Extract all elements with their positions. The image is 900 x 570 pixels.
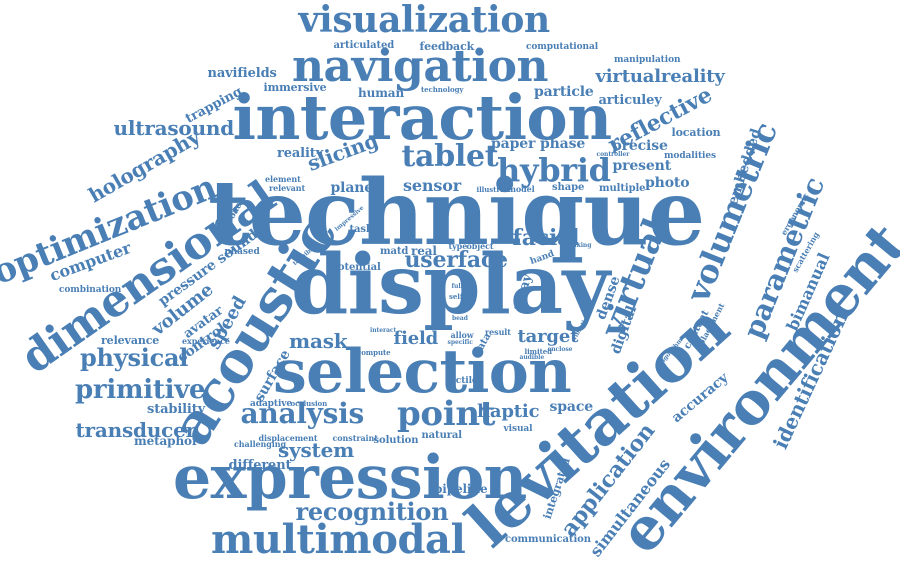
word-computational: computational <box>526 41 599 52</box>
word-navigation: navigation <box>292 41 549 92</box>
word-interaction: interaction <box>232 81 613 154</box>
word-location: location <box>671 125 721 139</box>
word-tactile: tactile <box>446 375 478 386</box>
word-multiple: multiple <box>599 183 646 194</box>
word-relevant: relevant <box>269 183 306 193</box>
word-visual: visual <box>503 423 533 434</box>
word-transducer: transducer <box>75 418 197 442</box>
word-full: full <box>451 283 463 290</box>
word-different: different <box>228 457 292 473</box>
word-shape: shape <box>552 182 585 193</box>
word-model: model <box>507 184 535 194</box>
word-result: result <box>485 327 511 337</box>
word-task: task <box>349 224 373 235</box>
word-target: target <box>517 326 579 347</box>
word-particle: particle <box>534 84 594 100</box>
word-visualization: visualization <box>298 0 551 41</box>
word-matd: matd <box>380 246 409 257</box>
word-real: real <box>411 244 437 258</box>
word-selection: selection <box>273 337 572 407</box>
word-phased: phased <box>224 246 260 257</box>
word-mask: mask <box>289 329 348 353</box>
word-manipulation: manipulation <box>614 54 681 65</box>
word-limited: limited <box>524 346 553 356</box>
word-stability: stability <box>147 401 206 417</box>
word-occlusion: occlusion <box>290 398 328 408</box>
word-controller: controller <box>596 151 630 158</box>
word-technique: technique <box>208 160 705 266</box>
word-modalities: modalities <box>664 150 716 161</box>
word-natural: natural <box>421 430 463 441</box>
word-recognition: recognition <box>295 497 449 526</box>
word-paper-phase: paper phase <box>491 136 586 152</box>
word-virtualreality: virtualreality <box>595 66 725 87</box>
word-immersive: immersive <box>263 80 327 94</box>
word-metaphor: metaphor <box>134 434 199 448</box>
word-haptic: haptic <box>477 401 540 422</box>
word-reality: reality <box>277 145 324 161</box>
word-enclose: enclose <box>547 346 573 353</box>
word-type: type <box>448 241 468 251</box>
word-interact: interact <box>370 327 397 334</box>
word-self: self <box>449 291 463 301</box>
word-facial: facial <box>512 225 580 251</box>
word-human: human <box>358 86 405 100</box>
word-pipeline: pipeline <box>434 482 488 496</box>
word-display: display <box>291 237 610 333</box>
word-primitive: primitive <box>75 375 206 405</box>
word-photo: photo <box>645 175 690 191</box>
word-hybrid: hybrid <box>497 151 611 189</box>
word-solution: solution <box>373 435 419 446</box>
word-articulated: articulated <box>333 40 395 51</box>
word-technology: technology <box>421 84 464 94</box>
word-articuley: articuley <box>598 92 662 108</box>
word-plane: plane <box>330 180 374 196</box>
word-audible: audible <box>519 354 545 361</box>
word-constraint: constraint <box>332 433 378 443</box>
word-expression: expression <box>173 443 527 513</box>
word-userface: userface <box>404 247 509 273</box>
word-bead: bead <box>452 315 468 322</box>
word-object: object <box>466 241 494 251</box>
word-adaptive: adaptive <box>250 398 293 409</box>
word-specific: specific <box>447 339 473 346</box>
word-communication: communication <box>505 534 591 545</box>
word-precise: precise <box>612 138 668 154</box>
word-displacement: displacement <box>258 433 318 443</box>
word-potential: potential <box>331 262 381 273</box>
word-space: space <box>549 399 594 415</box>
word-relevance: relevance <box>101 333 160 347</box>
word-experience: experience <box>182 336 230 346</box>
word-present: present <box>612 158 672 174</box>
word-making: making <box>566 242 592 249</box>
word-challenging: challenging <box>234 439 287 449</box>
word-element: element <box>265 174 301 184</box>
word-navifields: navifields <box>207 65 277 81</box>
word-point: point <box>397 394 496 434</box>
word-analysis: analysis <box>240 397 365 430</box>
word-compute: compute <box>357 347 391 357</box>
word-field: field <box>393 328 439 349</box>
word-system: system <box>278 438 355 462</box>
word-sensor: sensor <box>403 176 461 195</box>
word-illustrate: illustrate <box>476 184 513 194</box>
word-ultrasound: ultrasound <box>113 116 235 140</box>
word-tablet: tablet <box>401 139 499 174</box>
word-feedback: feedback <box>419 39 475 53</box>
word-allow: allow <box>450 330 474 340</box>
word-multimodal: multimodal <box>211 516 466 563</box>
word-physical: physical <box>80 343 189 372</box>
word-combination: combination <box>59 284 122 295</box>
